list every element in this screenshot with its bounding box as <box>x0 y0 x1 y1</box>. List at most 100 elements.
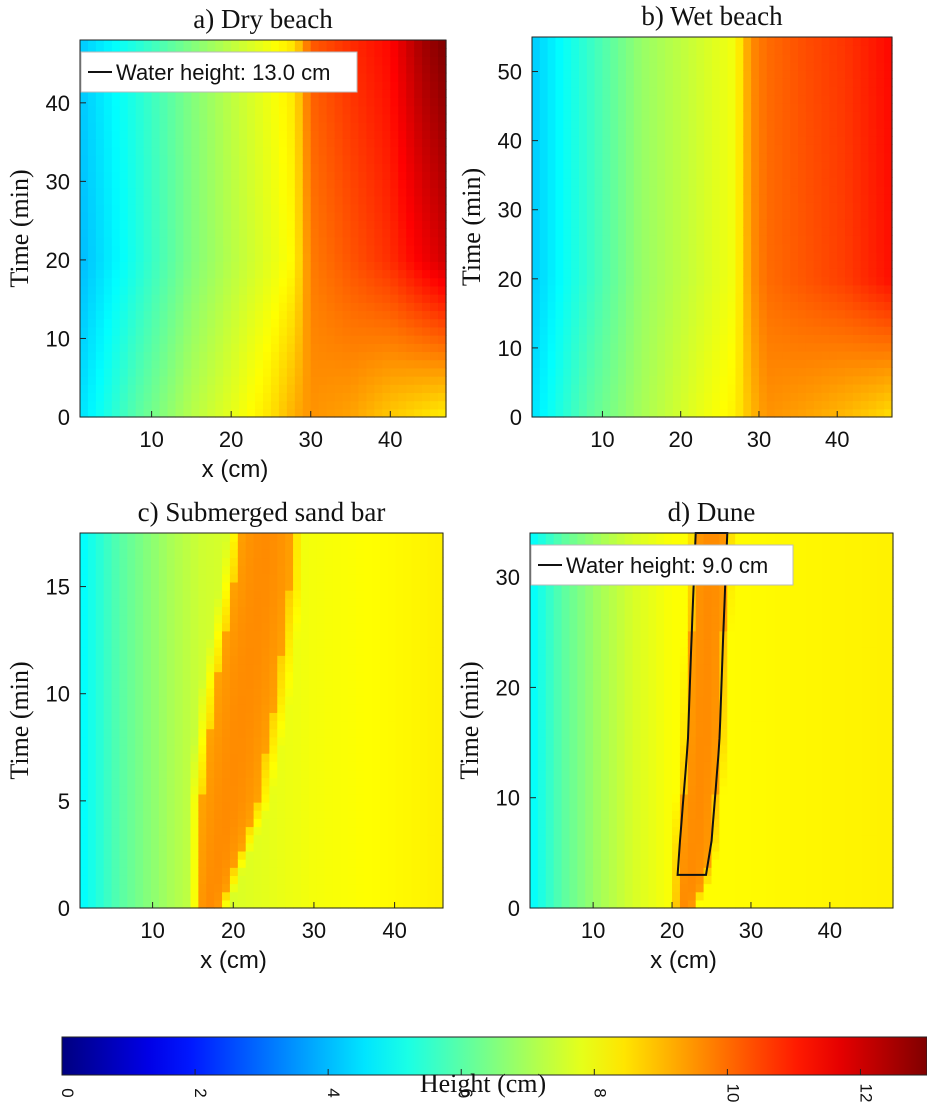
heatmap-cell <box>247 113 256 123</box>
heatmap-cell <box>350 236 360 246</box>
heatmap-cell <box>406 162 415 172</box>
heatmap-cell <box>95 850 105 860</box>
heatmap-cell <box>563 392 572 402</box>
heatmap-cell <box>286 351 296 361</box>
heatmap-cell <box>190 549 199 559</box>
heatmap-cell <box>414 105 423 115</box>
heatmap-cell <box>231 302 240 312</box>
heatmap-cell <box>151 121 161 131</box>
heatmap-cell <box>294 105 304 115</box>
heatmap-cell <box>286 400 296 410</box>
heatmap-cell <box>95 343 105 353</box>
heatmap-cell <box>159 203 169 213</box>
heatmap-cell <box>625 293 635 302</box>
heatmap-cell <box>860 177 870 187</box>
heatmap-cell <box>166 834 176 844</box>
heatmap-cell <box>127 162 137 172</box>
heatmap-cell <box>633 177 643 187</box>
heatmap-cell <box>286 310 296 320</box>
heatmap-cell <box>318 277 328 287</box>
heatmap-cell <box>119 154 129 164</box>
heatmap-cell <box>813 53 823 63</box>
heatmap-cell <box>657 367 666 377</box>
heatmap-cell <box>350 171 360 180</box>
heatmap-cell <box>183 179 192 189</box>
heatmap-cell <box>191 310 200 320</box>
heatmap-cell <box>166 598 176 607</box>
heatmap-cell <box>727 103 737 112</box>
heatmap-cell <box>813 111 823 121</box>
heatmap-cell <box>696 408 705 418</box>
heatmap-cell <box>247 187 256 197</box>
heatmap-cell <box>374 220 383 230</box>
heatmap-cell <box>547 342 557 352</box>
heatmap-cell <box>119 753 128 762</box>
heatmap-cell <box>151 679 160 689</box>
heatmap-cell <box>286 212 296 221</box>
heatmap-cell <box>143 834 152 844</box>
heatmap-cell <box>103 541 113 550</box>
heatmap-cell <box>87 614 97 624</box>
heatmap-cell <box>166 687 176 697</box>
heatmap-cell <box>719 400 729 410</box>
heatmap-cell <box>127 891 136 901</box>
heatmap-cell <box>270 302 280 312</box>
heatmap-cell <box>151 326 161 336</box>
heatmap-cell <box>119 761 128 771</box>
heatmap-cell <box>774 169 784 179</box>
heatmap-cell <box>743 326 752 335</box>
heatmap-cell <box>406 171 415 180</box>
heatmap-cell <box>158 638 168 648</box>
heatmap-cell <box>358 236 368 246</box>
heatmap-cell <box>302 318 312 328</box>
heatmap-cell <box>688 169 697 179</box>
heatmap-cell <box>782 227 791 236</box>
heatmap-cell <box>406 187 415 197</box>
heatmap-cell <box>547 301 557 311</box>
heatmap-cell <box>798 251 807 261</box>
heatmap-cell <box>334 40 344 49</box>
heatmap-cell <box>563 37 572 46</box>
heatmap-cell <box>610 45 619 55</box>
heatmap-cell <box>719 53 729 63</box>
heatmap-cell <box>688 210 697 220</box>
heatmap-cell <box>672 235 682 245</box>
heatmap-cell <box>167 97 177 107</box>
heatmap-cell <box>680 260 690 269</box>
heatmap-cell <box>111 769 121 779</box>
heatmap-cell <box>207 212 216 221</box>
heatmap-cell <box>719 383 729 393</box>
heatmap-cell <box>798 276 807 286</box>
heatmap-cell <box>766 342 776 352</box>
heatmap-cell <box>191 89 200 98</box>
heatmap-cell <box>758 392 768 402</box>
heatmap-cell <box>884 309 893 319</box>
heatmap-cell <box>159 302 169 312</box>
heatmap-cell <box>735 169 744 179</box>
heatmap-cell <box>167 187 177 197</box>
heatmap-cell <box>852 235 862 245</box>
heatmap-cell <box>563 334 572 344</box>
heatmap-cell <box>166 842 176 852</box>
heatmap-cell <box>151 565 160 575</box>
heatmap-cell <box>294 220 304 230</box>
heatmap-cell <box>735 86 744 96</box>
heatmap-cell <box>618 227 627 236</box>
heatmap-cell <box>127 171 137 180</box>
heatmap-cell <box>868 127 877 137</box>
heatmap-cell <box>143 859 152 868</box>
heatmap-cell <box>111 850 121 860</box>
heatmap-cell <box>326 269 336 279</box>
heatmap-cell <box>618 408 627 418</box>
heatmap-cell <box>366 121 375 131</box>
heatmap-cell <box>382 195 391 205</box>
heatmap-cell <box>127 753 136 762</box>
heatmap-cell <box>80 769 89 779</box>
heatmap-cell <box>680 111 690 121</box>
heatmap-cell <box>665 326 674 335</box>
heatmap-cell <box>95 367 105 377</box>
heatmap-cell <box>868 251 877 261</box>
heatmap-cell <box>829 334 838 344</box>
heatmap-cell <box>198 899 207 909</box>
heatmap-cell <box>758 367 768 377</box>
